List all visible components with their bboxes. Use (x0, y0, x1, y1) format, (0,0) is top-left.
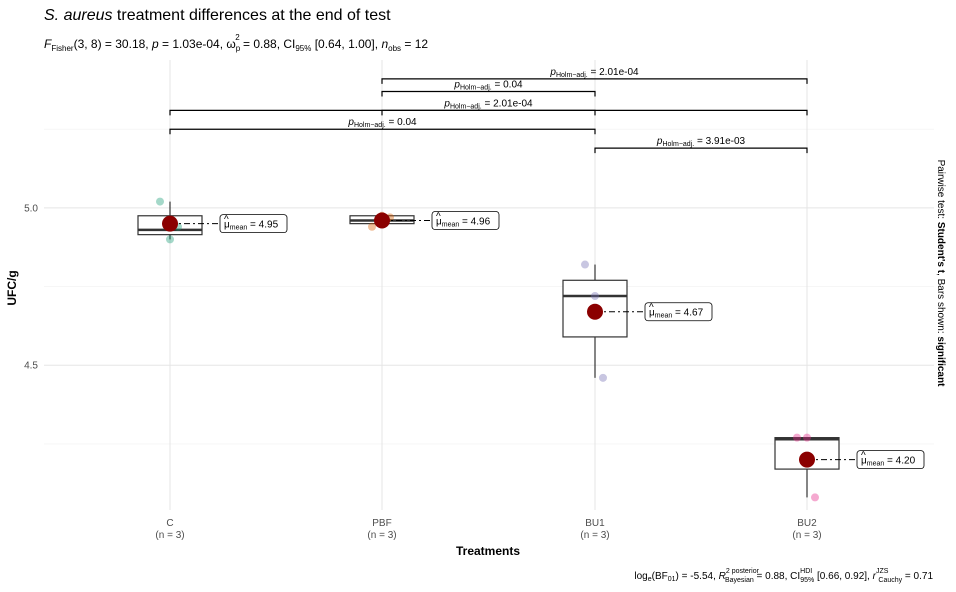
data-points (156, 197, 819, 502)
mean-dot (162, 215, 178, 232)
mean-hat: ^ (649, 303, 654, 314)
title-italic: S. aureus (44, 7, 112, 24)
x-axis-ticks: C(n = 3)PBF(n = 3)BU1(n = 3)BU2(n = 3) (155, 518, 821, 541)
data-point (811, 493, 819, 502)
mean-label-box (219, 214, 288, 234)
boxplots (137, 201, 840, 498)
y-tick-label: 4.5 (24, 361, 38, 372)
mean-label: μmean = 4.20 (861, 456, 916, 468)
x-tick-label: BU2 (797, 518, 817, 529)
data-point (156, 197, 164, 206)
right-caption: Pairwise test: Student's t, Bars shown: … (935, 160, 946, 388)
mean-dot (799, 451, 815, 468)
mean-label-box (644, 302, 713, 322)
data-point (803, 433, 811, 442)
bracket-label: pHolm−adj. = 3.91e-03 (656, 136, 746, 148)
x-tick-label: PBF (372, 518, 391, 529)
y-axis-title: UFC/g (5, 270, 19, 305)
mean-label: μmean = 4.95 (224, 220, 279, 232)
bracket (381, 90, 596, 97)
x-tick-n: (n = 3) (580, 530, 609, 541)
x-tick-n: (n = 3) (367, 530, 396, 541)
title-rest: treatment differences at the end of test (112, 7, 391, 24)
mean-label: μmean = 4.67 (649, 308, 704, 320)
pairwise-brackets: pHolm−adj. = 2.01e-04 pHolm−adj. = 0.04 pH… (169, 67, 808, 154)
bracket (169, 109, 808, 116)
data-point (793, 433, 801, 442)
bracket (381, 109, 596, 116)
bracket-label: pHolm−adj. = 0.04 (347, 117, 417, 129)
bracket (594, 147, 808, 154)
mean-hat: ^ (861, 451, 866, 462)
data-point (166, 235, 174, 244)
bracket-label: pHolm−adj. = 2.01e-04 (443, 98, 533, 110)
bracket (169, 128, 596, 135)
mean-label-box (856, 450, 925, 470)
mean-dot (374, 212, 390, 229)
chart-title: S. aureus treatment differences at the e… (44, 7, 391, 24)
data-point (581, 260, 589, 269)
x-tick-n: (n = 3) (155, 530, 184, 541)
bottom-caption: loge(BF01) = -5.54, R2 posterior Bayesian… (634, 568, 933, 584)
x-tick-n: (n = 3) (792, 530, 821, 541)
mean-markers: μmean = 4.95^ μmean = 4.96^μmean = 4.67^μ… (162, 211, 925, 470)
x-tick-label: BU1 (585, 518, 605, 529)
mean-label: μmean = 4.96 (436, 216, 491, 228)
mean-dot (587, 303, 603, 320)
y-axis-ticks: 4.5 5.0 (24, 203, 38, 371)
data-point (599, 373, 607, 382)
y-tick-label: 5.0 (24, 203, 38, 214)
chart-subtitle: FFisher(3, 8) = 30.18, p = 1.03e-04, ωp2… (44, 33, 428, 53)
bracket-label: pHolm−adj. = 2.01e-04 (549, 67, 639, 79)
data-point (368, 222, 376, 231)
mean-label-box (431, 211, 500, 230)
bracket-label: pHolm−adj. = 0.04 (453, 79, 523, 91)
data-point (591, 292, 599, 301)
mean-hat: ^ (436, 211, 441, 222)
x-axis-title: Treatments (456, 544, 520, 558)
x-tick-label: C (166, 518, 173, 529)
bracket (381, 78, 808, 84)
mean-hat: ^ (224, 215, 229, 226)
